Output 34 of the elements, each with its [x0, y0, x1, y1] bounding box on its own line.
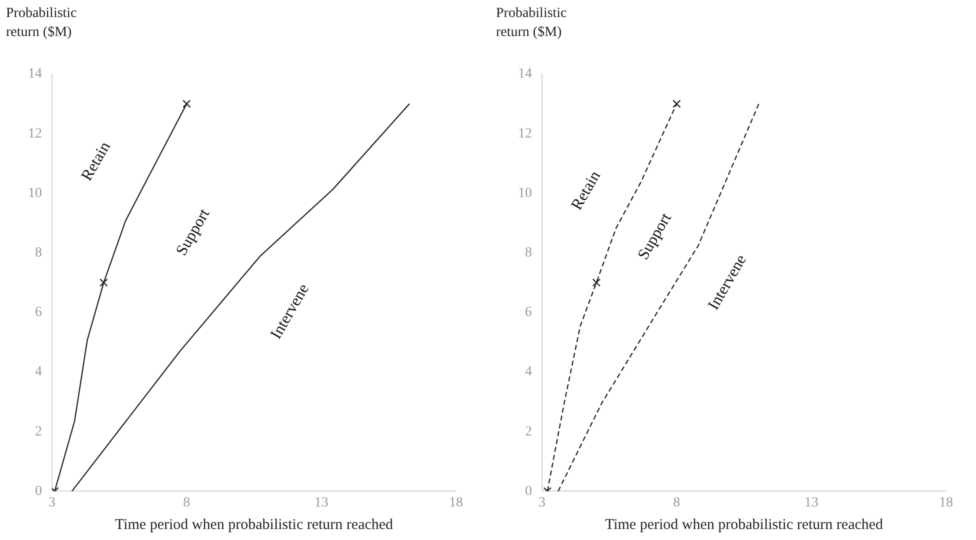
x-tick-label: 18: [449, 495, 463, 510]
x-tick-label: 13: [314, 495, 328, 510]
x-tick-label: 18: [939, 495, 953, 510]
y-tick-label: 14: [28, 66, 42, 82]
y-tick-label: 12: [518, 126, 532, 142]
y-tick-label: 8: [35, 245, 42, 260]
x-tick-label: 3: [538, 495, 546, 510]
x-tick-label: 8: [183, 495, 190, 510]
x-tick-label: 8: [673, 495, 680, 510]
x-axis-title: Time period when probabilistic return reached: [604, 516, 884, 533]
y-tick-label: 8: [525, 245, 532, 260]
y-tick-label: 10: [28, 186, 42, 201]
y-axis-title: Probabilistic return ($M): [496, 5, 568, 42]
y-tick-label: 6: [35, 305, 42, 320]
point: [182, 100, 191, 108]
y-tick-label: 4: [35, 364, 42, 380]
y-tick-label: 14: [518, 66, 532, 82]
y-tick-label: 2: [35, 424, 42, 440]
y-tick-label: 10: [518, 186, 532, 201]
point: [592, 278, 601, 287]
y-tick-label: 0: [35, 484, 42, 499]
y-tick-label: 6: [525, 305, 532, 320]
y-tick-label: 12: [28, 126, 42, 142]
x-tick-label: 13: [804, 495, 818, 510]
line-series: [546, 103, 678, 492]
x-axis-title: Time period when probabilistic return reached: [114, 516, 394, 533]
y-tick-label: 2: [525, 424, 532, 440]
x-tick-label: 3: [48, 495, 56, 510]
point: [672, 100, 681, 108]
y-tick-label: 0: [525, 484, 532, 499]
y-axis-title: Probabilistic return ($M): [6, 5, 78, 42]
line-series: [558, 103, 760, 492]
y-tick-label: 4: [525, 364, 532, 380]
point: [100, 278, 108, 287]
